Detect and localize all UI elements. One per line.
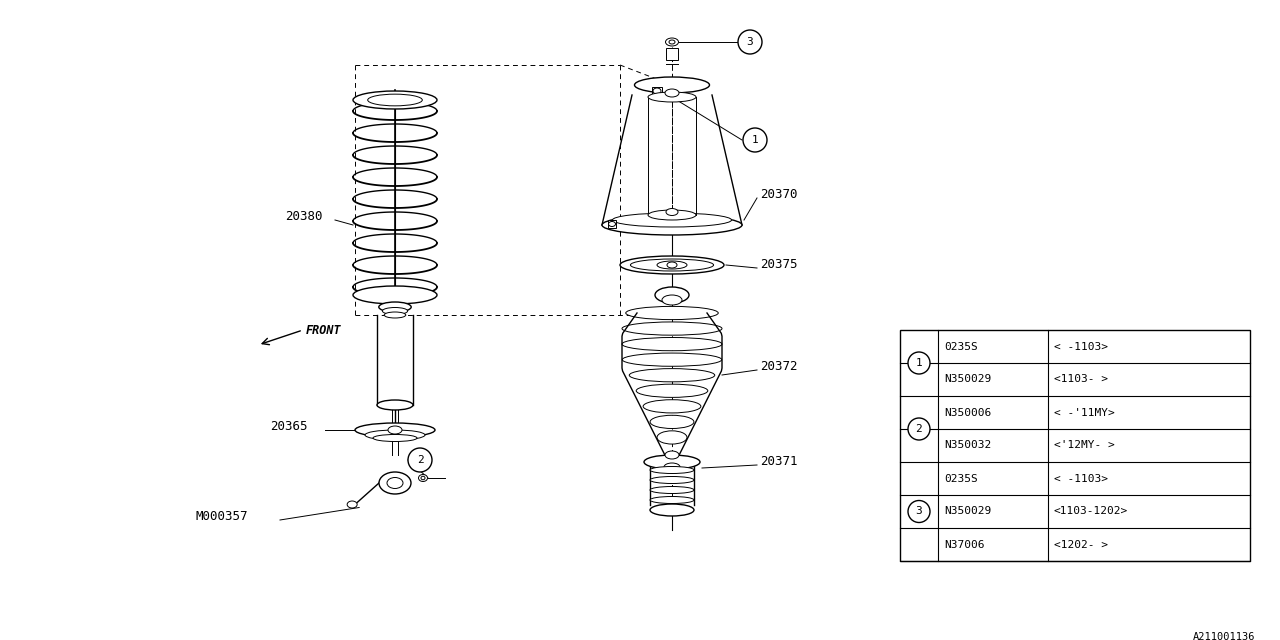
Ellipse shape: [379, 472, 411, 494]
Text: 20371: 20371: [760, 455, 797, 468]
Ellipse shape: [650, 477, 694, 483]
Ellipse shape: [648, 210, 696, 220]
Ellipse shape: [648, 92, 696, 102]
Ellipse shape: [653, 88, 660, 94]
Ellipse shape: [347, 501, 357, 508]
Ellipse shape: [666, 38, 678, 46]
Ellipse shape: [419, 474, 428, 481]
Text: 20380: 20380: [285, 210, 323, 223]
Ellipse shape: [613, 213, 731, 227]
Ellipse shape: [365, 430, 425, 440]
Ellipse shape: [635, 77, 709, 93]
Ellipse shape: [379, 302, 411, 312]
Ellipse shape: [608, 221, 616, 227]
Text: A211001136: A211001136: [1193, 632, 1254, 640]
Text: N350006: N350006: [945, 408, 991, 417]
Ellipse shape: [655, 287, 689, 303]
Ellipse shape: [669, 40, 675, 44]
Text: <1103- >: <1103- >: [1053, 374, 1108, 385]
FancyBboxPatch shape: [666, 48, 678, 60]
Ellipse shape: [662, 295, 682, 305]
Text: 0235S: 0235S: [945, 342, 978, 351]
FancyBboxPatch shape: [608, 220, 616, 228]
Ellipse shape: [378, 400, 413, 410]
Bar: [900, 330, 1251, 561]
Ellipse shape: [367, 94, 422, 106]
Ellipse shape: [622, 337, 722, 351]
Text: N350029: N350029: [945, 506, 991, 516]
Ellipse shape: [355, 423, 435, 437]
Ellipse shape: [383, 307, 407, 314]
Ellipse shape: [388, 426, 402, 434]
Ellipse shape: [353, 91, 436, 109]
Ellipse shape: [650, 467, 694, 474]
Circle shape: [408, 448, 433, 472]
Text: 0235S: 0235S: [945, 474, 978, 483]
Text: N350032: N350032: [945, 440, 991, 451]
FancyBboxPatch shape: [652, 87, 662, 97]
Text: 20372: 20372: [760, 360, 797, 373]
Ellipse shape: [643, 400, 701, 413]
Text: N350029: N350029: [945, 374, 991, 385]
Text: 20375: 20375: [760, 258, 797, 271]
Ellipse shape: [630, 259, 714, 271]
Ellipse shape: [626, 307, 718, 319]
Circle shape: [908, 500, 931, 522]
Text: 3: 3: [915, 506, 923, 516]
Text: <1103-1202>: <1103-1202>: [1053, 506, 1128, 516]
Text: <1202- >: <1202- >: [1053, 540, 1108, 550]
Text: FRONT: FRONT: [306, 323, 342, 337]
Text: 3: 3: [746, 37, 754, 47]
Text: < -'11MY>: < -'11MY>: [1053, 408, 1115, 417]
Ellipse shape: [602, 215, 742, 235]
Text: 2: 2: [416, 455, 424, 465]
Ellipse shape: [666, 209, 678, 216]
Ellipse shape: [644, 455, 700, 469]
Ellipse shape: [657, 431, 687, 444]
Ellipse shape: [622, 353, 722, 366]
Ellipse shape: [650, 504, 694, 516]
Circle shape: [739, 30, 762, 54]
Text: M000357: M000357: [195, 510, 247, 523]
Ellipse shape: [666, 451, 678, 459]
Text: 20365: 20365: [270, 420, 307, 433]
Ellipse shape: [384, 312, 406, 318]
Text: 1: 1: [915, 358, 923, 368]
Ellipse shape: [630, 369, 714, 382]
Ellipse shape: [372, 435, 417, 442]
Ellipse shape: [622, 322, 722, 335]
Circle shape: [742, 128, 767, 152]
Text: < -1103>: < -1103>: [1053, 474, 1108, 483]
Text: < -1103>: < -1103>: [1053, 342, 1108, 351]
Text: 2: 2: [915, 424, 923, 434]
Ellipse shape: [650, 486, 694, 493]
Ellipse shape: [636, 384, 708, 397]
Ellipse shape: [353, 286, 436, 304]
Ellipse shape: [657, 261, 687, 269]
Text: 1: 1: [751, 135, 758, 145]
Ellipse shape: [387, 477, 403, 488]
Ellipse shape: [650, 497, 694, 504]
Ellipse shape: [650, 415, 694, 429]
Ellipse shape: [666, 89, 678, 97]
Ellipse shape: [421, 476, 425, 480]
Ellipse shape: [620, 256, 724, 274]
Ellipse shape: [667, 262, 677, 268]
Text: <'12MY- >: <'12MY- >: [1053, 440, 1115, 451]
Circle shape: [908, 352, 931, 374]
Circle shape: [908, 418, 931, 440]
Text: 20370: 20370: [760, 188, 797, 201]
Text: N37006: N37006: [945, 540, 984, 550]
Ellipse shape: [664, 463, 680, 471]
